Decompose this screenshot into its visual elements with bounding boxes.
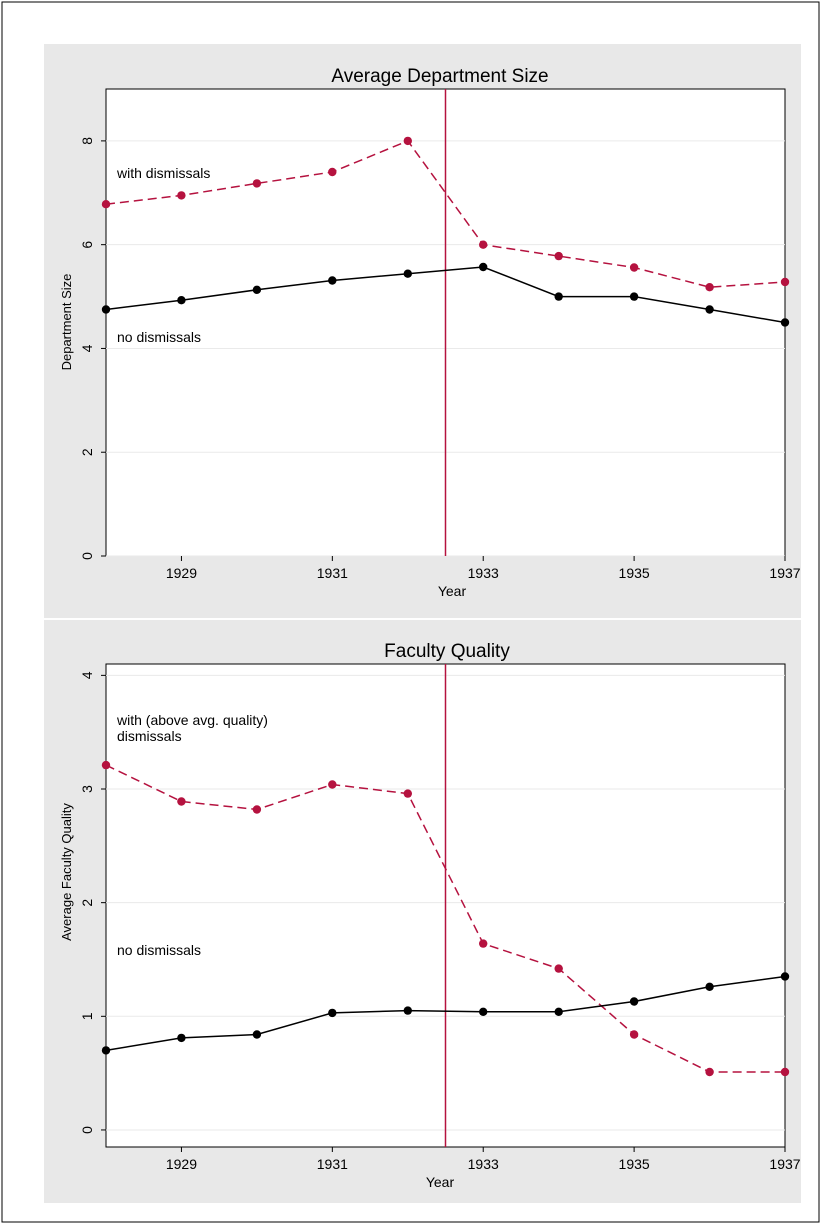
chart-2-annotation-with-line1: with (above avg. quality) [116,712,268,728]
data-point [252,1030,262,1039]
data-point [629,1030,639,1039]
data-point [252,285,262,294]
data-point [101,200,111,209]
x-tick-label: 1937 [769,1156,800,1172]
data-point [629,997,639,1006]
chart-1-annotation-no: no dismissals [117,329,201,345]
data-point [101,305,111,314]
x-tick-label: 1935 [619,565,650,581]
x-tick-label: 1931 [317,565,348,581]
chart-1-title: Average Department Size [331,66,548,87]
data-point [101,1046,111,1055]
data-point [780,277,790,287]
data-point [177,296,186,305]
y-tick-label: 1 [79,1012,95,1020]
data-point [705,1067,714,1077]
chart-1-annotation-with: with dismissals [116,165,210,181]
chart-1-ylabel: Department Size [59,274,74,371]
data-point [629,292,639,301]
data-point [705,283,714,292]
chart-2-xlabel: Year [426,1174,455,1190]
x-tick-label: 1931 [317,1156,348,1172]
data-point [403,136,412,146]
data-point [705,982,714,991]
y-tick-label: 3 [79,785,95,793]
data-point [554,251,563,261]
series-line-1 [105,266,786,324]
series-line-1 [105,975,786,1052]
data-point [328,167,337,177]
data-point [780,972,790,981]
y-tick-label: 8 [79,137,95,145]
data-point [177,1033,186,1043]
chart-2-ylabel: Average Faculty Quality [59,803,74,941]
x-tick-label: 1933 [468,565,499,581]
data-point [554,1007,563,1016]
data-point [328,780,337,789]
x-tick-label: 1933 [468,1156,499,1172]
y-tick-label: 2 [79,899,95,907]
chart-1-xlabel: Year [438,583,467,599]
data-point [479,1007,488,1016]
data-point [629,263,639,272]
data-point [328,1008,337,1018]
x-tick-label: 1929 [166,1156,197,1172]
y-tick-label: 4 [79,671,95,679]
series-line-0 [105,139,786,288]
x-tick-label: 1935 [619,1156,650,1172]
y-tick-label: 4 [79,344,95,352]
data-point [177,191,186,200]
data-point [554,964,563,973]
y-tick-label: 0 [79,1126,95,1134]
y-tick-label: 0 [79,552,95,560]
department-size-chart: 0 2 4 6 8 1929 1931 1933 1935 1937 [79,89,801,581]
data-point [101,760,111,770]
data-point [252,179,262,188]
data-point [328,276,337,285]
y-tick-label: 6 [79,241,95,249]
data-point [479,939,488,948]
data-point [780,318,790,327]
chart-2-annotation-no: no dismissals [117,942,201,958]
data-point [780,1067,790,1077]
chart-2-annotation-with-line2: dismissals [117,728,182,744]
series-line-0 [105,764,785,1073]
chart-2-title: Faculty Quality [384,641,510,662]
data-point [403,789,412,798]
data-point [554,292,563,301]
data-point [705,305,714,314]
data-point [177,797,186,806]
x-tick-label: 1929 [166,565,197,581]
y-tick-label: 2 [79,448,95,456]
x-tick-label: 1937 [769,565,800,581]
faculty-quality-chart: 0 1 2 3 4 1929 1931 1933 1935 1937 [79,664,801,1172]
data-point [403,269,412,278]
data-point [252,805,262,814]
data-point [479,240,488,249]
data-point [403,1006,412,1015]
data-point [479,262,488,272]
